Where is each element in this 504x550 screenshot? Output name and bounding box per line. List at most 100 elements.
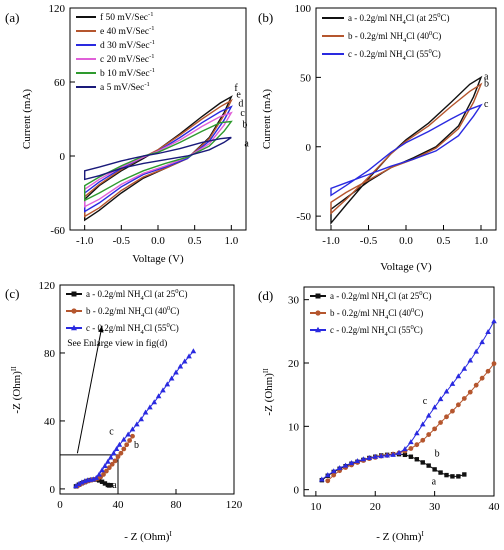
x-tick-label: 0.5 [188, 235, 202, 247]
panel-a-label: (a) [5, 10, 19, 25]
data-point-b [109, 461, 115, 467]
data-point-c [186, 353, 192, 359]
legend-marker-c [71, 324, 77, 331]
y-tick-label: 50 [300, 72, 312, 84]
panel-d-series [319, 318, 497, 484]
legend-entry-e: e 40 mV/Sec-1 [100, 25, 155, 37]
legend-entry-f: f 50 mV/Sec-1 [100, 11, 153, 23]
cv-loop-a [84, 136, 232, 181]
data-point-a [444, 472, 449, 478]
data-point-c [336, 465, 343, 471]
panel-d-x-axis-label: - Z (Ohm)I [376, 530, 424, 543]
data-point-c [173, 369, 179, 375]
data-point-c [113, 445, 120, 451]
x-tick-label: -1.0 [76, 235, 94, 247]
data-point-c [168, 375, 175, 381]
legend-entry-b: b 10 mV/Sec-1 [100, 67, 155, 79]
data-point-b [444, 414, 449, 420]
curve-label-b: b [134, 440, 139, 451]
y-tick-label: 30 [288, 295, 300, 307]
data-point-b [414, 442, 420, 448]
data-point-c [155, 393, 162, 399]
data-point-a [462, 472, 467, 477]
legend-entry-c: c 20 mV/Sec-1 [100, 53, 155, 65]
data-point-c [138, 416, 144, 422]
data-point-c [324, 472, 331, 478]
panel-b-label: (b) [258, 10, 273, 25]
data-point-a [102, 481, 108, 486]
data-point-a [99, 479, 105, 484]
panel-c-enlarge-annotation: See Enlarge view in fig(d) [60, 325, 167, 494]
data-point-c [443, 388, 450, 394]
data-point-c [372, 453, 379, 459]
x-tick-label: 0 [57, 499, 63, 511]
data-point-c [164, 381, 171, 387]
y-tick-label: 60 [54, 77, 66, 89]
data-point-c [93, 474, 100, 480]
x-tick-label: 1.0 [474, 235, 488, 247]
data-point-b [112, 458, 118, 464]
enlarge-arrow-head [98, 325, 104, 333]
panel-c-plot-area [59, 284, 235, 495]
panel-b-legend: a - 0.2g/ml NH4Cl (at 250C) b - 0.2g/ml N… [322, 12, 450, 62]
data-point-a [408, 454, 414, 459]
x-tick-label: 0.5 [437, 235, 451, 247]
curve-label-b: b [242, 119, 247, 130]
data-point-c [485, 328, 491, 334]
data-point-b [124, 442, 130, 448]
data-point-c [366, 455, 373, 460]
panel-c-nyquist: (c) 0 40 80 120 0 40 80 120 See Enlarge view in… [5, 280, 243, 543]
panel-c-x-axis-label: - Z (Ohm)I [124, 530, 172, 543]
data-point-b [325, 478, 331, 484]
data-point-c [102, 462, 108, 468]
y-tick-label: 40 [44, 416, 56, 428]
data-point-c [473, 348, 479, 354]
data-point-b [130, 433, 135, 439]
data-point-c [461, 365, 468, 371]
x-tick-label: 80 [171, 499, 183, 511]
enlarge-arrow-shaft [76, 325, 103, 454]
enlarge-annotation-text: See Enlarge view in fig(d) [67, 338, 167, 349]
panel-c-ticks: 0 40 80 120 0 40 80 120 [39, 280, 243, 511]
curve-label-d: d [238, 99, 243, 110]
panel-b-cv-temperature: (b) -1.0 -0.5 0.0 0.5 1.0 -50 0 50 100 abc a - 0… [258, 3, 497, 273]
legend-entry-c: c - 0.2g/ml NH4Cl (550C) [348, 48, 441, 62]
curve-label-a: a [432, 477, 437, 488]
panel-c-label: (c) [5, 286, 19, 301]
data-point-c [425, 412, 432, 418]
data-point-c [110, 450, 117, 456]
panel-b-curve-labels: abc [484, 71, 489, 110]
data-point-b [479, 375, 485, 381]
legend-marker-b [71, 308, 77, 314]
data-point-c [467, 357, 474, 363]
panel-a-ticks: -1.0 -0.5 0.0 0.5 1.0 -60 0 60 120 [49, 3, 239, 247]
data-point-c [96, 471, 102, 477]
data-point-b [127, 438, 132, 443]
panel-a-series [84, 95, 233, 222]
data-point-b [426, 432, 432, 437]
y-tick-label: 20 [288, 358, 300, 370]
data-point-c [116, 441, 123, 447]
data-point-b [491, 361, 497, 367]
legend-entry-c: c - 0.2g/ml NH4Cl (550C) [86, 322, 179, 336]
data-point-b [432, 426, 438, 432]
data-point-a [426, 463, 431, 468]
x-tick-label: 40 [489, 501, 501, 513]
curve-label-c: c [109, 427, 114, 438]
panel-b-ticks: -1.0 -0.5 0.0 0.5 1.0 -50 0 50 100 [295, 3, 489, 247]
panel-c-curve-labels: a b c [109, 427, 139, 492]
data-point-b [473, 382, 479, 388]
data-point-c [107, 454, 114, 460]
data-point-a [402, 452, 408, 458]
data-point-c [330, 468, 337, 474]
y-tick-label: 10 [288, 421, 300, 433]
data-point-c [151, 399, 158, 405]
panel-d-legend: a - 0.2g/ml NH4Cl (at 250C) b - 0.2g/ml N… [310, 290, 432, 338]
data-point-c [414, 430, 420, 436]
data-point-b [461, 396, 467, 401]
curve-label-c: c [240, 108, 245, 119]
y-tick-label: 120 [49, 3, 66, 15]
panel-a-legend: f 50 mV/Sec-1 e 40 mV/Sec-1 d 30 mV/Sec-1 c… [76, 11, 155, 93]
